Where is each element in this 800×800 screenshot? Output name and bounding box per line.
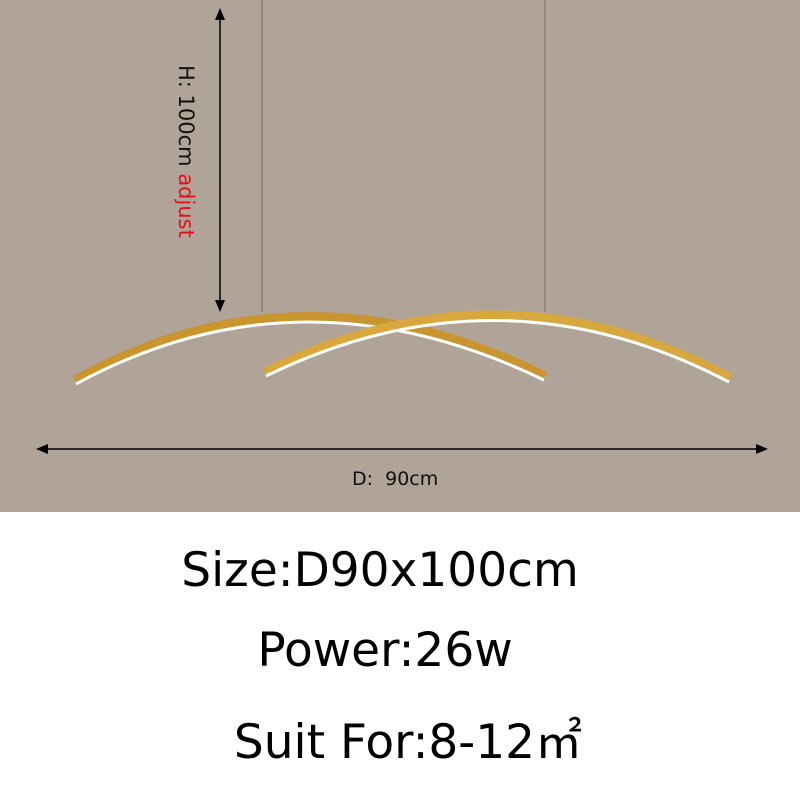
diameter-arrow (36, 444, 768, 454)
lamp-arc-left (72, 312, 547, 386)
height-adjust-note: adjust (174, 173, 198, 238)
height-value: H: 100cm (174, 65, 198, 174)
lamp-arc-right (262, 310, 733, 384)
diameter-label: D: 90cm (352, 468, 439, 490)
product-photo: H: 100cm adjust D: 90cm (0, 0, 800, 512)
height-arrow (215, 8, 225, 312)
lamp-diagram (36, 0, 768, 454)
spec-size: Size:D90x100cm (181, 543, 579, 598)
height-label: H: 100cm adjust (174, 65, 198, 238)
spec-suit-for: Suit For:8-12㎡ (233, 715, 583, 770)
spec-power: Power:26w (257, 623, 513, 678)
